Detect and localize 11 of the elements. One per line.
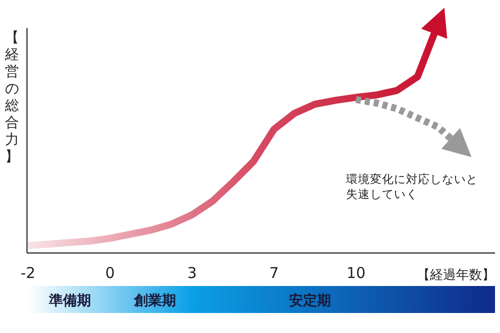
x-tick-label: 7 xyxy=(269,264,279,282)
x-tick-label: 3 xyxy=(187,264,197,282)
x-axis-title: 【経過年数】 xyxy=(417,268,495,283)
x-tick-label: 0 xyxy=(105,264,115,282)
y-axis-title: 【経営の総合力】 xyxy=(4,30,19,165)
text: 準備期 xyxy=(48,293,91,309)
x-tick-label: -2 xyxy=(20,264,36,282)
x-tick-label: 10 xyxy=(346,264,366,282)
annotation: 環境変化に対応しないと失速していく xyxy=(346,172,478,201)
text: 安定期 xyxy=(289,292,331,309)
text: 創業期 xyxy=(133,293,176,309)
